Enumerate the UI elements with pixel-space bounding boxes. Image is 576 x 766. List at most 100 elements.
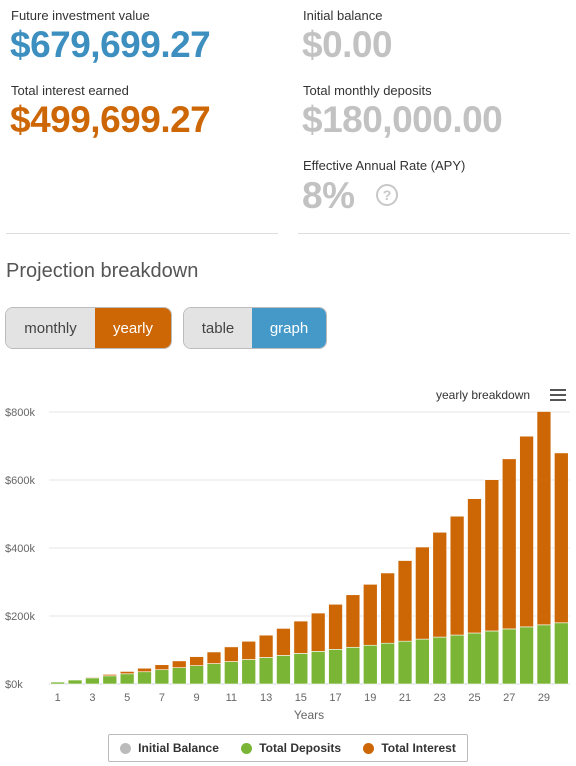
initial-balance-value: $0.00 bbox=[302, 24, 393, 65]
x-axis-ticks: 1 3 5 7 9 11 13 15 17 19 21 23 25 27 29 bbox=[55, 692, 550, 704]
x-tick-label: 23 bbox=[434, 692, 446, 704]
total-interest-swatch bbox=[363, 742, 375, 754]
x-tick-label: 1 bbox=[55, 692, 61, 704]
future-value-label: Future investment value bbox=[11, 8, 150, 23]
x-tick-label: 9 bbox=[194, 692, 200, 704]
legend-item-initial-balance[interactable]: Initial Balance bbox=[120, 741, 219, 755]
total-interest-label: Total interest earned bbox=[11, 83, 129, 98]
initial-balance-label: Initial balance bbox=[303, 8, 383, 23]
monthly-deposits-value: $180,000.00 bbox=[302, 99, 503, 140]
x-tick-label: 13 bbox=[260, 692, 272, 704]
legend-label-total-deposits: Total Deposits bbox=[259, 741, 342, 755]
y-tick-label: $400k bbox=[5, 543, 35, 555]
bar-total-deposits bbox=[397, 640, 413, 685]
bar-total-deposits bbox=[50, 681, 65, 685]
bar-total-interest bbox=[119, 671, 135, 675]
bar-total-deposits bbox=[224, 661, 239, 685]
bar-total-deposits bbox=[415, 638, 430, 685]
bar-total-deposits bbox=[467, 632, 482, 685]
bar-total-interest bbox=[189, 656, 204, 666]
bar-total-deposits bbox=[102, 675, 118, 685]
future-value: $679,699.27 bbox=[10, 24, 211, 65]
bar-total-interest bbox=[293, 620, 309, 654]
x-tick-label: 7 bbox=[159, 692, 165, 704]
table-button[interactable]: table bbox=[184, 308, 252, 348]
monthly-button[interactable]: monthly bbox=[6, 308, 95, 348]
divider-right bbox=[298, 233, 570, 234]
bar-total-interest bbox=[206, 651, 222, 664]
y-tick-label: $0k bbox=[5, 679, 23, 691]
legend-label-total-interest: Total Interest bbox=[381, 741, 456, 755]
bar-total-deposits bbox=[484, 630, 500, 685]
yearly-button[interactable]: yearly bbox=[95, 308, 171, 348]
bar-total-deposits bbox=[536, 624, 552, 685]
x-tick-label: 25 bbox=[468, 692, 480, 704]
bar-total-deposits bbox=[258, 657, 274, 685]
bar-total-interest bbox=[276, 628, 291, 656]
view-toggle: table graph bbox=[183, 307, 327, 349]
bar-total-interest bbox=[432, 531, 447, 638]
bar-total-deposits bbox=[449, 634, 465, 685]
bar-total-interest bbox=[501, 458, 517, 630]
bar-total-interest bbox=[345, 594, 361, 648]
bar-total-interest bbox=[137, 667, 152, 673]
x-tick-label: 19 bbox=[364, 692, 376, 704]
bar-total-interest bbox=[310, 612, 326, 652]
bar-total-deposits bbox=[276, 655, 291, 685]
legend-item-total-interest[interactable]: Total Interest bbox=[363, 741, 456, 755]
y-tick-label: $600k bbox=[5, 475, 35, 487]
x-tick-label: 17 bbox=[329, 692, 341, 704]
bar-total-deposits bbox=[519, 626, 534, 685]
bar-total-deposits bbox=[154, 669, 170, 685]
bar-total-deposits bbox=[345, 646, 361, 685]
bar-total-deposits bbox=[554, 622, 569, 685]
bar-total-deposits bbox=[328, 649, 343, 685]
x-tick-label: 27 bbox=[503, 692, 515, 704]
bar-total-interest bbox=[415, 546, 430, 640]
x-tick-label: 5 bbox=[124, 692, 130, 704]
section-title: Projection breakdown bbox=[6, 260, 199, 282]
graph-button[interactable]: graph bbox=[252, 308, 326, 348]
period-toggle: monthly yearly bbox=[5, 307, 172, 349]
bar-total-interest bbox=[258, 634, 274, 658]
x-tick-label: 29 bbox=[538, 692, 550, 704]
bar-total-deposits bbox=[67, 679, 83, 685]
bar-total-deposits bbox=[137, 671, 152, 685]
initial-balance-swatch bbox=[120, 742, 132, 754]
bar-total-deposits bbox=[501, 628, 517, 685]
bar-total-interest bbox=[467, 498, 482, 634]
bar-total-interest bbox=[224, 646, 239, 662]
apy-label: Effective Annual Rate (APY) bbox=[303, 158, 466, 173]
chart-subtitle: yearly breakdown bbox=[436, 388, 531, 402]
bar-total-interest bbox=[449, 515, 465, 636]
bar-total-interest bbox=[172, 660, 187, 668]
bar-total-interest bbox=[328, 603, 343, 650]
projection-chart: $0k$200k$400k$600k$800k 1 3 5 7 9 11 13 15 17 19 2… bbox=[5, 407, 570, 722]
bar-total-interest bbox=[154, 664, 170, 671]
total-deposits-swatch bbox=[241, 742, 253, 754]
legend-item-total-deposits[interactable]: Total Deposits bbox=[241, 741, 341, 755]
bar-total-deposits bbox=[206, 663, 222, 685]
chart-bars bbox=[50, 411, 569, 685]
help-icon[interactable]: ? bbox=[376, 184, 398, 206]
hamburger-menu-icon[interactable] bbox=[550, 389, 566, 402]
x-tick-label: 15 bbox=[295, 692, 307, 704]
bar-total-interest bbox=[85, 676, 100, 679]
monthly-deposits-label: Total monthly deposits bbox=[303, 83, 432, 98]
bar-total-interest bbox=[519, 435, 534, 628]
bar-total-deposits bbox=[172, 667, 187, 685]
apy-value: 8% bbox=[302, 175, 355, 216]
bar-total-interest bbox=[102, 674, 118, 677]
bar-total-interest bbox=[484, 479, 500, 632]
bar-total-deposits bbox=[293, 653, 309, 685]
legend-label-initial-balance: Initial Balance bbox=[138, 741, 219, 755]
x-tick-label: 11 bbox=[226, 692, 237, 704]
chart-legend: Initial Balance Total Deposits Total Int… bbox=[108, 734, 468, 762]
bar-total-deposits bbox=[85, 677, 100, 685]
bar-total-interest bbox=[536, 411, 552, 626]
bar-total-interest bbox=[363, 584, 378, 646]
y-axis-ticks: $0k $200k $400k $600k $800k bbox=[5, 407, 35, 691]
total-interest-value: $499,699.27 bbox=[10, 99, 211, 140]
bar-total-interest bbox=[397, 560, 413, 642]
bar-total-interest bbox=[554, 452, 569, 624]
